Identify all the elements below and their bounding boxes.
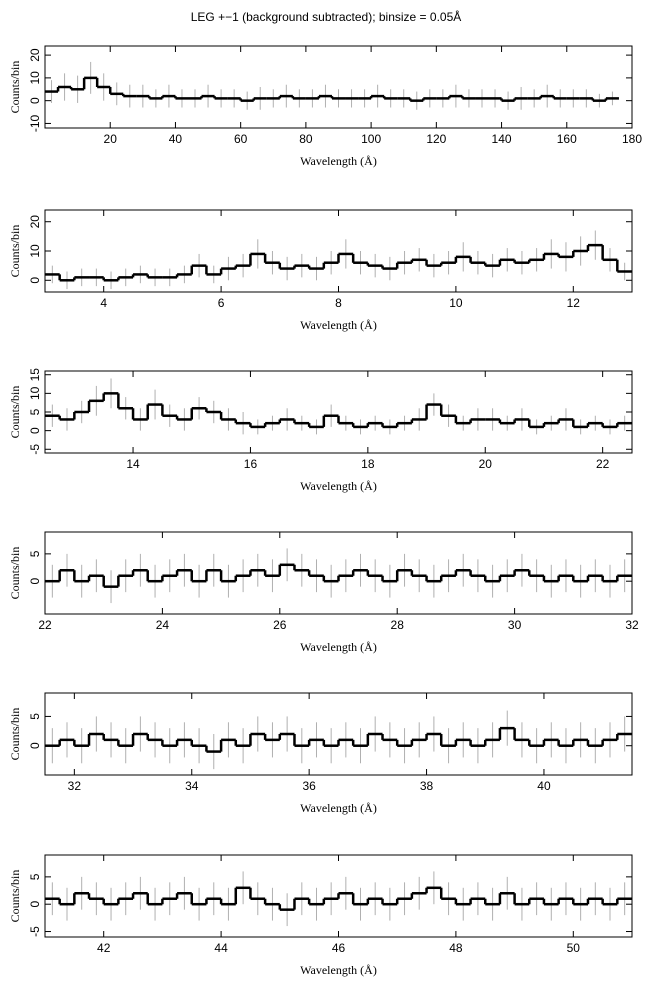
- x-tick-label: 44: [214, 941, 228, 955]
- y-axis-label: Counts/bin: [8, 547, 22, 600]
- plot-frame: [44, 692, 633, 776]
- x-tick-label: 120: [426, 132, 446, 146]
- y-tick-label: 20: [28, 215, 42, 229]
- x-axis-label: Wavelength (Å): [300, 640, 377, 654]
- x-tick-label: 16: [244, 457, 258, 471]
- y-tick-label: 0: [28, 742, 42, 749]
- y-axis-label: Counts/bin: [8, 225, 22, 278]
- x-tick-label: 12: [567, 296, 581, 310]
- step-connector: [58, 887, 619, 910]
- x-tick-label: 22: [38, 618, 52, 632]
- y-tick-label: 20: [28, 48, 42, 62]
- x-tick-label: 26: [273, 618, 287, 632]
- x-tick-label: 32: [68, 779, 82, 793]
- x-tick-label: 28: [391, 618, 405, 632]
- y-tick-label: 5: [28, 713, 42, 720]
- x-tick-label: 4: [100, 296, 107, 310]
- x-axis-label: Wavelength (Å): [300, 963, 377, 977]
- y-tick-label: 0: [28, 97, 42, 104]
- plot-frame: [44, 45, 633, 129]
- y-tick-label: 15: [28, 368, 42, 382]
- x-tick-label: 180: [622, 132, 642, 146]
- x-tick-label: 46: [332, 941, 346, 955]
- x-tick-label: 32: [625, 618, 639, 632]
- y-tick-label: 5: [28, 550, 42, 557]
- x-axis-label: Wavelength (Å): [300, 154, 377, 168]
- x-axis-label: Wavelength (Å): [300, 801, 377, 815]
- x-tick-label: 42: [97, 941, 111, 955]
- step-connector: [58, 728, 619, 752]
- x-tick-label: 14: [126, 457, 140, 471]
- y-tick-label: 0: [28, 578, 42, 585]
- y-tick-label: 5: [28, 408, 42, 415]
- figure-title: LEG +−1 (background subtracted); binsize…: [191, 9, 462, 24]
- x-tick-label: 20: [104, 132, 118, 146]
- y-tick-label: 10: [28, 244, 42, 258]
- x-tick-label: 50: [567, 941, 581, 955]
- plot-frame: [44, 209, 633, 293]
- y-tick-label: 5: [28, 873, 42, 880]
- x-tick-label: 18: [361, 457, 375, 471]
- x-tick-label: 140: [492, 132, 512, 146]
- x-tick-label: 80: [299, 132, 313, 146]
- y-tick-label: 0: [28, 277, 42, 284]
- y-tick-label: -5: [28, 444, 42, 455]
- x-tick-label: 30: [508, 618, 522, 632]
- x-tick-label: 48: [449, 941, 463, 955]
- y-tick-label: -5: [28, 926, 42, 937]
- x-tick-label: 34: [185, 779, 199, 793]
- x-tick-label: 38: [420, 779, 434, 793]
- x-axis-label: Wavelength (Å): [300, 318, 377, 332]
- x-tick-label: 40: [537, 779, 551, 793]
- y-axis-label: Counts/bin: [8, 386, 22, 439]
- y-axis-label: Counts/bin: [8, 61, 22, 114]
- x-tick-label: 40: [169, 132, 183, 146]
- plot-frame: [44, 531, 633, 615]
- y-tick-label: 10: [28, 386, 42, 400]
- x-tick-label: 100: [361, 132, 381, 146]
- x-tick-label: 60: [234, 132, 248, 146]
- y-axis-label: Counts/bin: [8, 708, 22, 761]
- x-tick-label: 36: [302, 779, 316, 793]
- x-tick-label: 8: [335, 296, 342, 310]
- x-tick-label: 10: [449, 296, 463, 310]
- y-tick-label: 10: [28, 71, 42, 85]
- step-connector: [58, 245, 619, 281]
- step-connector: [58, 393, 619, 427]
- x-tick-label: 160: [557, 132, 577, 146]
- y-axis-label: Counts/bin: [8, 870, 22, 923]
- x-axis-label: Wavelength (Å): [300, 479, 377, 493]
- y-tick-label: 0: [28, 427, 42, 434]
- y-tick-label: -10: [28, 114, 42, 132]
- x-tick-label: 24: [156, 618, 170, 632]
- x-tick-label: 22: [596, 457, 610, 471]
- x-tick-label: 20: [479, 457, 493, 471]
- step-connector: [58, 564, 619, 587]
- x-tick-label: 6: [218, 296, 225, 310]
- y-tick-label: 0: [28, 901, 42, 908]
